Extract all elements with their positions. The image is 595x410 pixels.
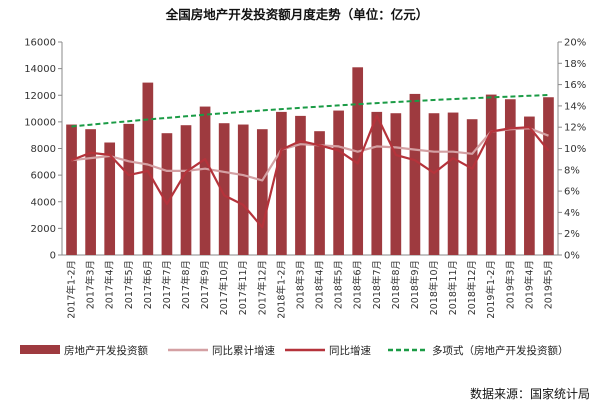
line-series [71, 94, 550, 229]
bar [85, 129, 96, 255]
x-tick-label: 2019年3月 [504, 260, 516, 309]
left-tick-label: 14000 [24, 64, 56, 75]
x-tick-label: 2019年5月 [542, 260, 554, 309]
right-tick-label: 8% [564, 165, 580, 176]
x-tick-label: 2018年7月 [371, 260, 383, 309]
bar [466, 119, 478, 256]
bar [504, 99, 516, 256]
x-tick-label: 2017年10月 [218, 260, 230, 315]
bar [314, 131, 325, 255]
bar [142, 82, 154, 256]
left-tick-label: 0 [50, 251, 56, 262]
bar-series [66, 67, 554, 256]
bar [104, 142, 116, 255]
right-tick-label: 10% [564, 144, 586, 155]
x-tick-label: 2018年1-2月 [275, 260, 287, 319]
bar [199, 106, 211, 255]
right-tick-label: 2% [564, 229, 580, 240]
right-tick-label: 16% [564, 80, 586, 91]
x-tick-label: 2017年11月 [237, 260, 249, 315]
x-tick-label: 2018年11月 [447, 260, 459, 315]
x-tick-label: 2017年1-2月 [66, 260, 78, 319]
bar [256, 129, 268, 255]
x-tick-label: 2018年4月 [314, 260, 326, 309]
x-tick-label: 2017年7月 [161, 260, 173, 309]
bar [371, 111, 383, 255]
x-tick-label: 2017年12月 [256, 260, 268, 315]
x-axis: 2017年1-2月 2017年3月 2017年4月 2017年5月 2017年6月 201… [66, 260, 555, 319]
right-tick-label: 18% [564, 59, 586, 70]
x-tick-label: 2017年8月 [180, 260, 192, 309]
right-tick-label: 12% [564, 123, 586, 134]
x-tick-label: 2018年12月 [466, 260, 478, 315]
left-tick-label: 16000 [24, 38, 56, 49]
legend-label: 同比增速 [329, 344, 371, 357]
bar [237, 124, 249, 255]
x-tick-label: 2018年5月 [333, 260, 345, 309]
bar [447, 112, 459, 256]
yoy-growth-line [71, 114, 550, 229]
chart-title: 全国房地产开发投资额月度走势（单位：亿元） [165, 7, 429, 22]
right-tick-label: 20% [564, 38, 586, 49]
bar [218, 123, 230, 255]
bar [543, 97, 554, 255]
bar [428, 113, 440, 255]
bar [180, 125, 192, 255]
bar [161, 133, 173, 255]
bar [295, 115, 306, 256]
right-tick-label: 14% [564, 101, 586, 112]
legend-label: 房地产开发投资额 [64, 344, 148, 357]
bar [390, 113, 402, 255]
x-tick-label: 2018年9月 [409, 260, 421, 309]
x-tick-label: 2017年9月 [199, 260, 211, 309]
right-axis: 0% 2% 4% 6% 8% 10% 12% 14% 16% 18% 20% [558, 38, 586, 262]
legend: 房地产开发投资额 同比累计增速 同比增速 多项式（房地产开发投资额） [20, 344, 569, 357]
legend-label: 同比累计增速 [212, 344, 275, 357]
x-tick-label: 2018年3月 [294, 260, 306, 309]
left-tick-label: 2000 [31, 224, 56, 235]
bar [524, 116, 535, 255]
right-tick-label: 4% [564, 208, 580, 219]
bar [123, 123, 135, 255]
bar [485, 94, 497, 255]
legend-swatch-bar [20, 345, 60, 354]
legend-label: 多项式（房地产开发投资额） [432, 344, 569, 357]
x-tick-label: 2017年6月 [142, 260, 154, 309]
left-axis: 0 2000 4000 6000 8000 10000 12000 14000 16000 [24, 38, 62, 262]
left-tick-label: 12000 [24, 91, 56, 102]
x-tick-label: 2019年4月 [523, 260, 535, 309]
bar [276, 111, 287, 255]
x-tick-label: 2018年6月 [352, 260, 364, 309]
right-tick-label: 6% [564, 187, 580, 198]
x-tick-label: 2017年3月 [85, 260, 97, 309]
right-tick-label: 0% [564, 251, 580, 262]
left-tick-label: 10000 [24, 117, 56, 128]
bar [66, 124, 77, 255]
cumulative-growth-line [71, 127, 549, 182]
left-tick-label: 4000 [31, 197, 56, 208]
x-tick-label: 2019年1-2月 [485, 260, 497, 319]
source-note: 数据来源：国家统计局 [470, 386, 590, 401]
x-tick-label: 2018年8月 [390, 260, 402, 309]
bar [333, 110, 344, 255]
x-tick-label: 2018年10月 [428, 260, 440, 315]
x-tick-label: 2017年4月 [104, 260, 116, 309]
left-tick-label: 6000 [31, 171, 56, 182]
bar [409, 93, 421, 255]
x-tick-label: 2017年5月 [123, 260, 135, 309]
left-tick-label: 8000 [31, 144, 56, 155]
